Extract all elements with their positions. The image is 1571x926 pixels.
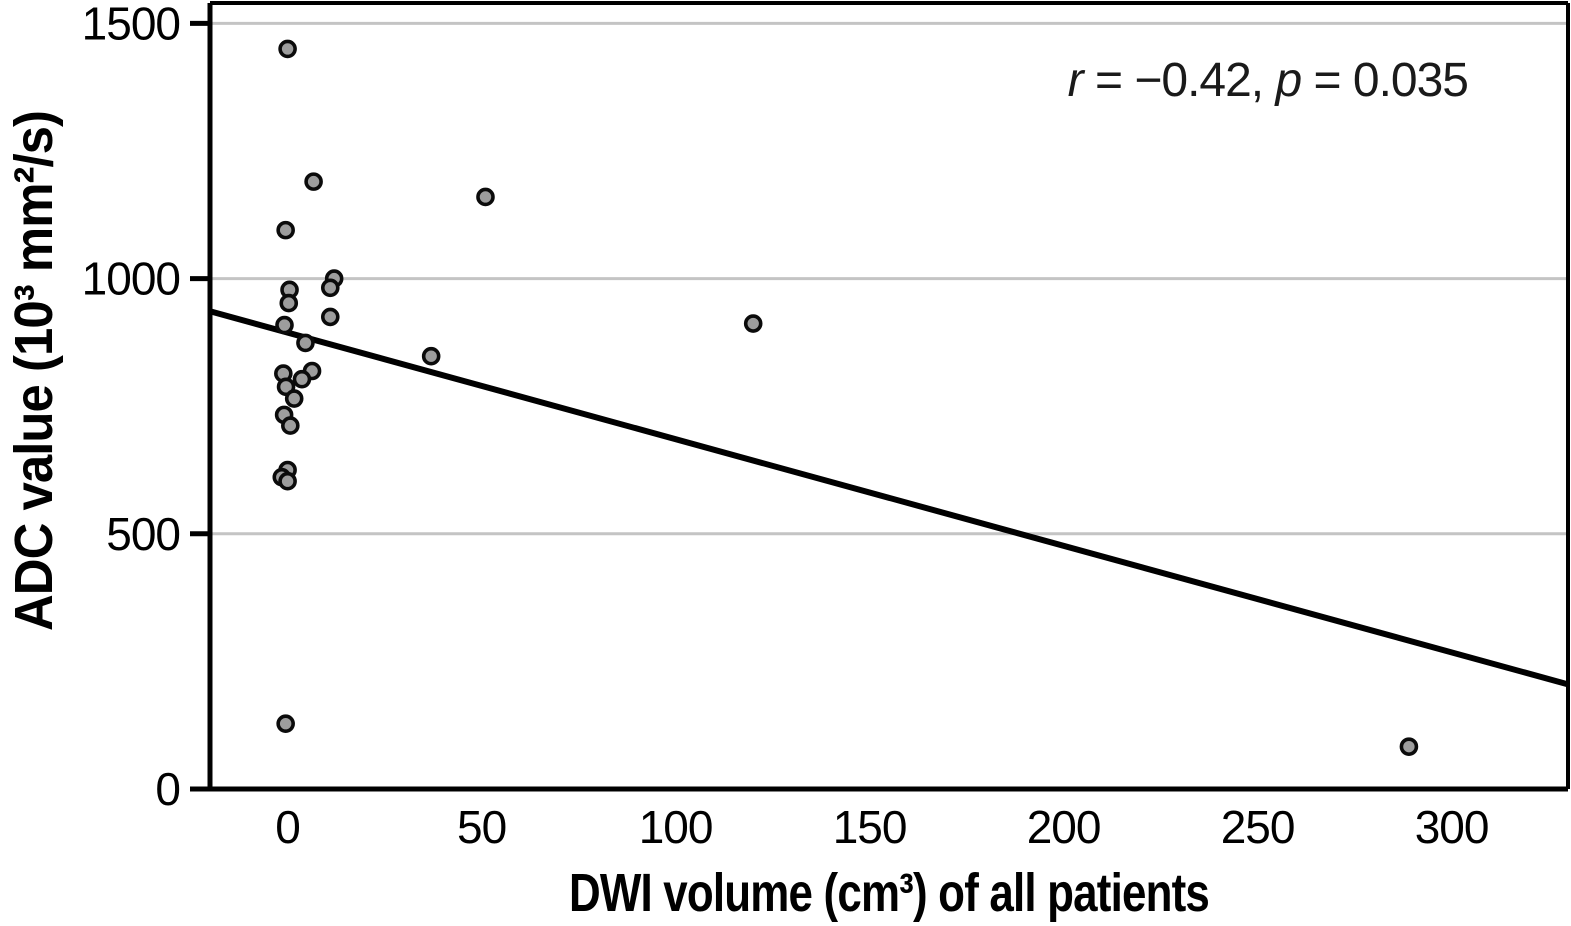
data-point [421, 346, 441, 366]
x-tick-label-300: 300 [1415, 801, 1489, 853]
data-point [278, 471, 297, 491]
y-tick-label-1000: 1000 [82, 253, 180, 305]
y-tick-label-1500: 1500 [82, 0, 180, 49]
x-tick-label-200: 200 [1027, 801, 1101, 853]
y-tick-label-0: 0 [155, 763, 180, 815]
data-point [284, 389, 304, 408]
y-tick-label-500: 500 [106, 508, 180, 560]
x-tick-label-50: 50 [457, 801, 506, 853]
data-point [275, 315, 294, 335]
data-point [304, 172, 323, 191]
data-point [279, 293, 299, 313]
data-point [278, 39, 297, 59]
y-axis-title: ADC value (10³ mm²/s) [4, 111, 64, 631]
data-point [296, 333, 315, 353]
data-point [1399, 737, 1419, 756]
x-axis-title: DWI volume (cm³) of all patients [569, 863, 1209, 923]
data-point [320, 278, 340, 298]
x-tick-label-250: 250 [1221, 801, 1295, 853]
data-point [743, 314, 763, 333]
trend-line [209, 308, 1569, 688]
x-tick-label-0: 0 [275, 801, 300, 853]
data-point [276, 714, 295, 733]
data-point [320, 307, 340, 327]
data-point [276, 220, 295, 240]
data-point [476, 187, 495, 207]
data-point [281, 416, 300, 435]
x-tick-label-150: 150 [833, 801, 907, 853]
data-point [292, 369, 312, 389]
x-tick-label-100: 100 [639, 801, 713, 853]
correlation-annotation: r = −0.42, p = 0.035 [1068, 54, 1468, 107]
